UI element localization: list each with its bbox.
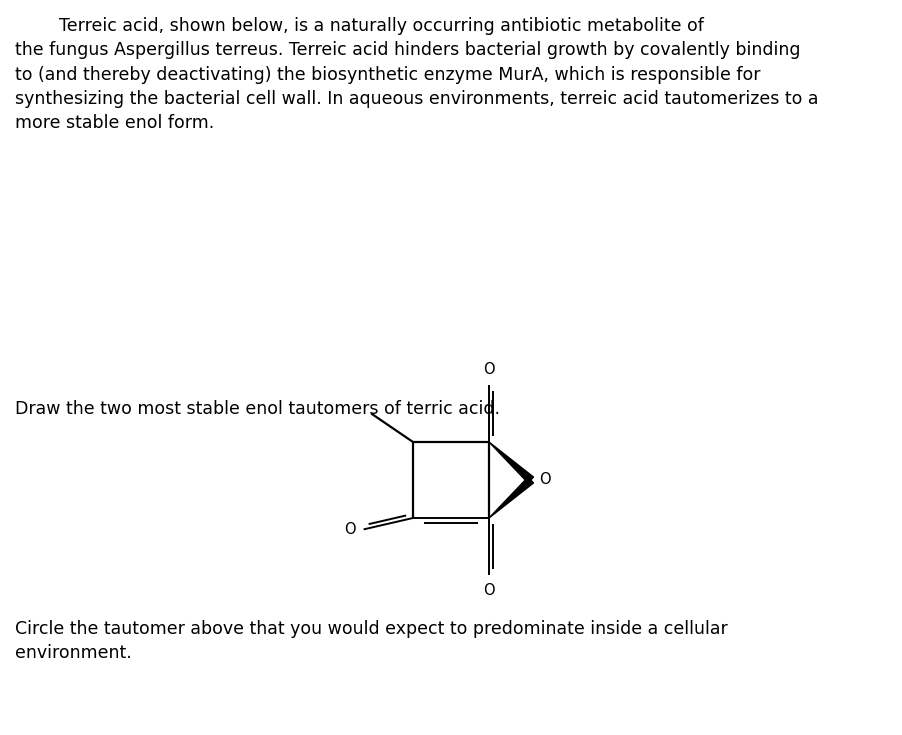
Text: Terreic acid, shown below, is a naturally occurring antibiotic metabolite of
the: Terreic acid, shown below, is a naturall… <box>15 17 818 132</box>
Text: O: O <box>483 362 495 377</box>
Text: O: O <box>483 583 495 598</box>
Text: O: O <box>344 522 355 537</box>
Text: Circle the tautomer above that you would expect to predominate inside a cellular: Circle the tautomer above that you would… <box>15 620 728 662</box>
Polygon shape <box>489 477 533 518</box>
Text: Draw the two most stable enol tautomers of terric acid.: Draw the two most stable enol tautomers … <box>15 400 500 418</box>
Polygon shape <box>489 442 533 483</box>
Text: O: O <box>538 473 550 487</box>
